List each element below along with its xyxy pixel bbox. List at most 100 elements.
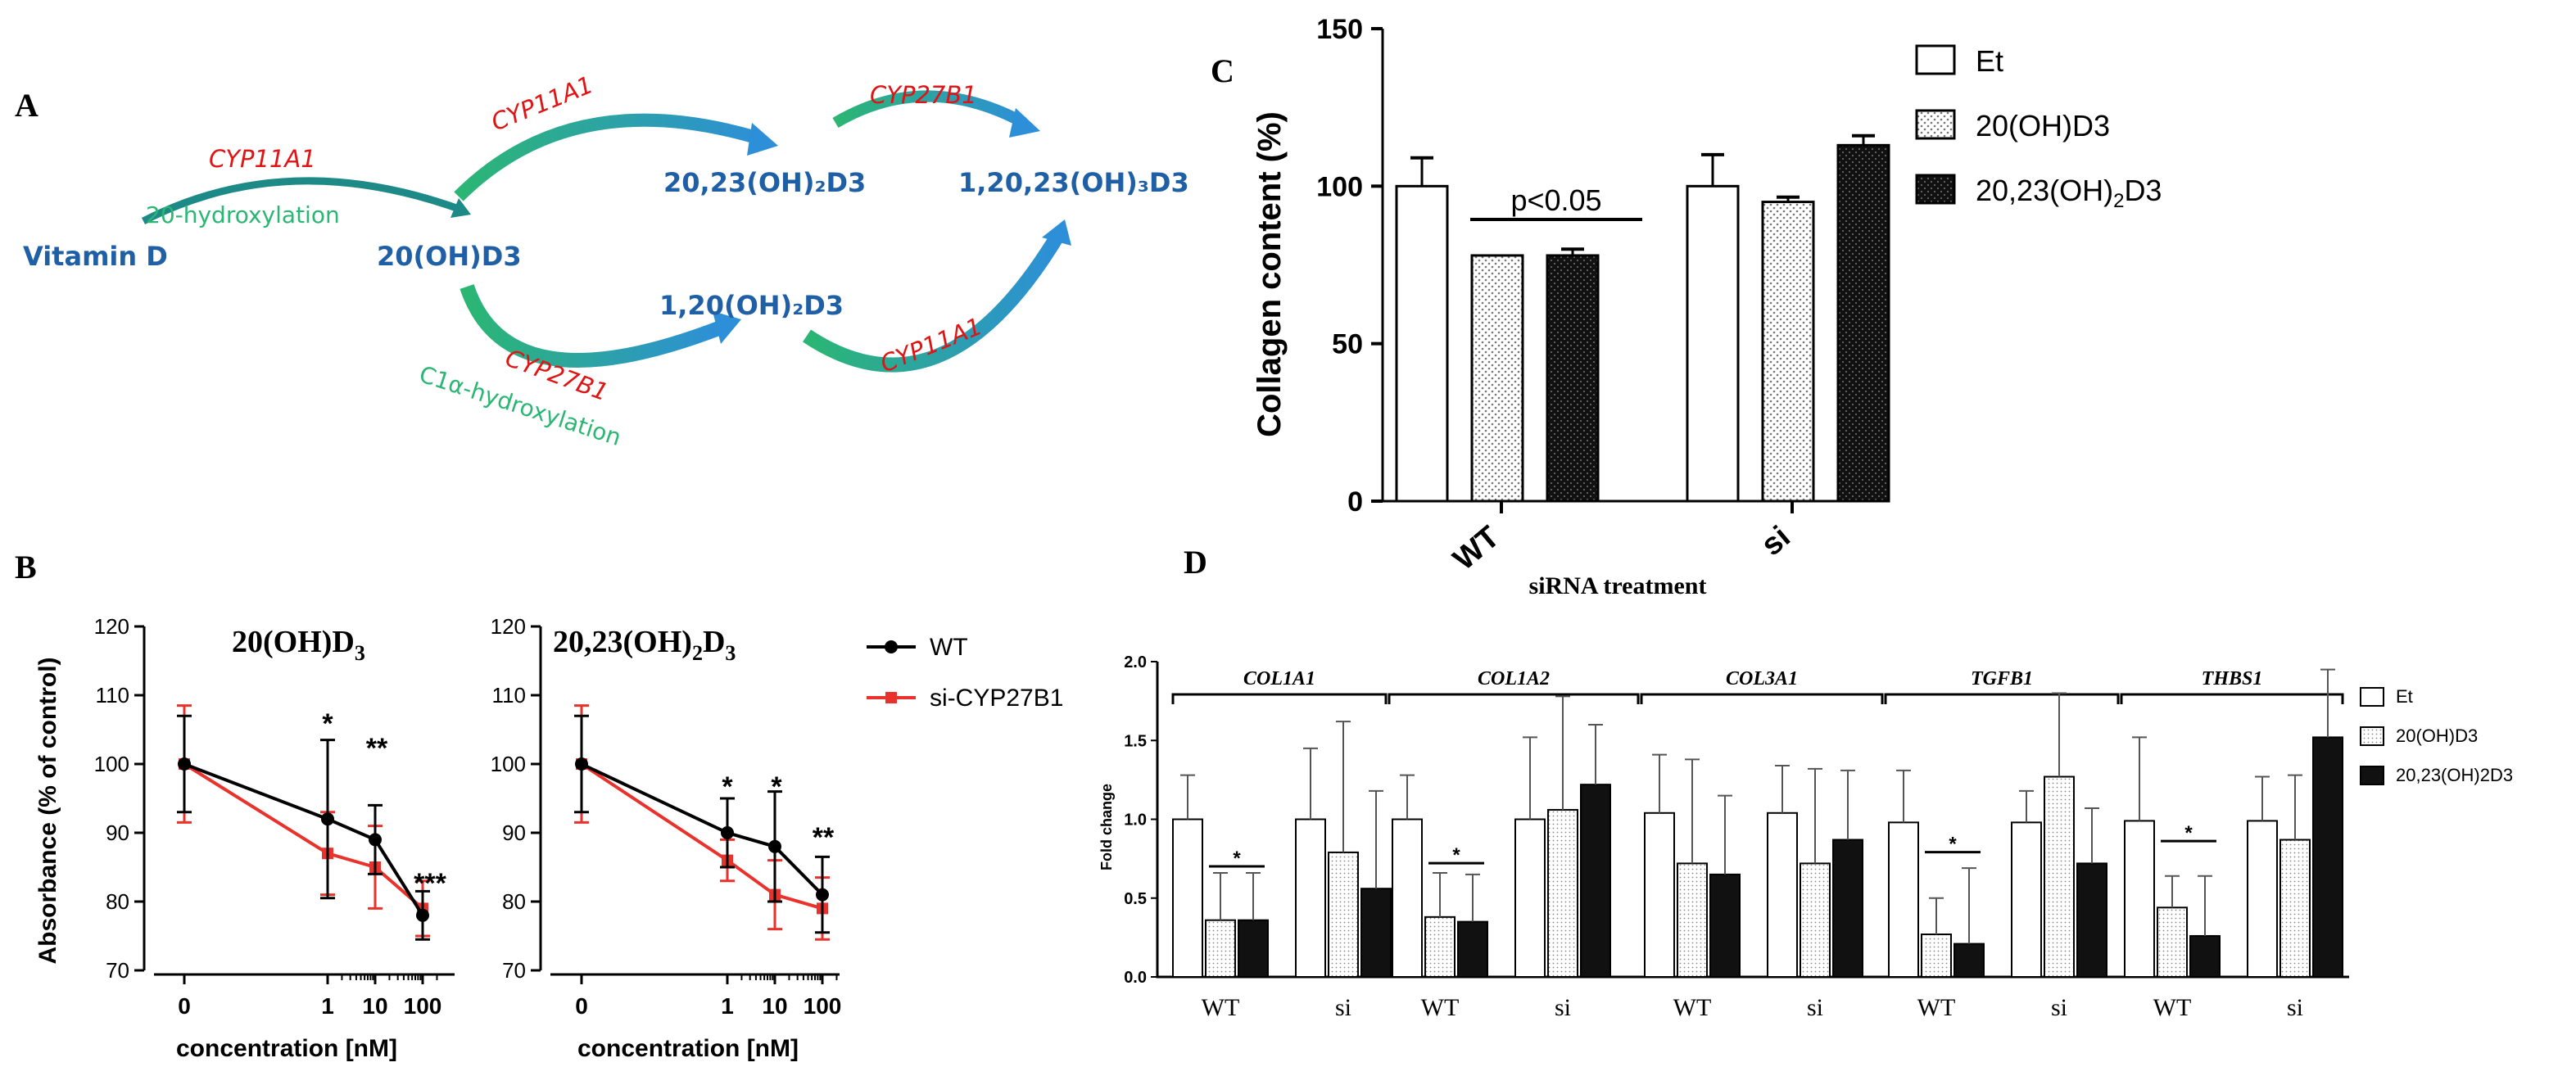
gene-label: COL3A1 xyxy=(1726,668,1798,689)
chart-b-right-axes xyxy=(539,626,840,976)
x-tick-label: 100 xyxy=(404,993,442,1019)
chart-b-left-x-ticks: 0 1 10 100 xyxy=(178,974,441,1019)
legend-wt-label: WT xyxy=(930,634,968,661)
y-tick-label: 2.0 xyxy=(1124,653,1147,671)
panel-a: A Vitamin D 20(OH)D3 20,23(OH)₂D3 1,20,2… xyxy=(15,70,1189,451)
gene-label: TGFB1 xyxy=(1971,668,2033,689)
legend-c-20oh-swatch xyxy=(1915,109,1956,140)
bar-COL3A1-si-1 xyxy=(1800,862,1831,979)
reaction-20-hydroxylation: 20-hydroxylation xyxy=(146,201,340,228)
sig-star: * xyxy=(1949,834,1957,856)
arrow-20oh-to-120 xyxy=(460,284,724,368)
y-tick-label: 1.5 xyxy=(1124,732,1147,750)
bar-COL1A2-si-1 xyxy=(1547,808,1578,979)
bar-si-2 xyxy=(1836,143,1890,503)
bar-TGFB1-si-2 xyxy=(2076,862,2107,979)
arrow-2023-to-12023 xyxy=(832,90,1027,129)
arrow-head-2 xyxy=(747,123,778,156)
bar-COL1A2-si-2 xyxy=(1580,784,1611,979)
chart-b-right-title: 20,23(OH)2D3 xyxy=(553,625,736,665)
x-tick-label: si xyxy=(2051,994,2067,1021)
sig-star: * xyxy=(1233,848,1241,870)
bar-THBS1-si-2 xyxy=(2312,736,2343,979)
point-wt xyxy=(178,757,191,771)
x-tick-label: si xyxy=(1755,520,1797,563)
bar-WT-1 xyxy=(1470,254,1524,503)
bar-TGFB1-si-0 xyxy=(2011,821,2042,978)
bar-TGFB1-WT-1 xyxy=(1921,934,1952,979)
chart-b-right-annot-2: * xyxy=(771,771,782,802)
x-tick-label: WT xyxy=(1447,520,1506,577)
bar-COL1A1-WT-0 xyxy=(1172,818,1203,978)
y-tick-label: 1.0 xyxy=(1124,811,1147,830)
y-tick-label: 50 xyxy=(1332,329,1363,360)
panel-c-letter: C xyxy=(1211,52,1234,89)
sig-star: * xyxy=(2184,822,2193,844)
legend-si-marker xyxy=(885,692,897,703)
bar-COL1A2-WT-0 xyxy=(1392,818,1423,978)
y-tick-label: 0.0 xyxy=(1124,969,1147,987)
point-wt xyxy=(369,833,382,847)
chart-d-gene-brackets: COL1A1 COL1A2 COL3A1 TGFB1 THBS1 xyxy=(1171,668,2344,704)
chart-c-y-ticks: 0 50 100 150 xyxy=(1316,14,1383,518)
legend-si-label: si-CYP27B1 xyxy=(930,685,1063,712)
arrow-120-to-12023 xyxy=(803,233,1063,373)
x-tick-label: 0 xyxy=(575,993,588,1019)
point-wt xyxy=(768,839,781,853)
point-wt xyxy=(416,908,429,922)
arrow-head-1 xyxy=(450,198,471,218)
arrow-vitd-to-20oh xyxy=(141,177,460,225)
chart-b-ylabel: Absorbance (% of control) xyxy=(34,657,61,964)
bar-WT-0 xyxy=(1395,184,1449,503)
x-tick-label: WT xyxy=(1421,994,1460,1021)
chart-d-x-ticks: WT si WT si WT si WT si WT si xyxy=(1202,994,2303,1021)
y-tick-label: 120 xyxy=(491,614,526,639)
y-tick-label: 70 xyxy=(502,958,526,983)
panel-c: C Collagen content (%) 0 50 100 150 WT si si… xyxy=(1211,14,2162,599)
legend-d-2023oh-swatch xyxy=(2360,766,2384,785)
panel-d: D Fold change 0.00.51.01.52.0 COL1A1 COL1… xyxy=(1098,544,2513,1021)
point-wt xyxy=(575,757,588,771)
x-tick-label: si xyxy=(1555,994,1571,1021)
panel-d-letter: D xyxy=(1184,544,1207,581)
bar-COL1A2-WT-2 xyxy=(1457,920,1488,978)
chart-b-right-annot-3: ** xyxy=(813,822,835,853)
node-120oh2: 1,20(OH)₂D3 xyxy=(659,290,844,321)
bar-THBS1-si-1 xyxy=(2279,839,2311,979)
gene-bracket xyxy=(1884,693,2120,704)
node-20oh: 20(OH)D3 xyxy=(377,241,522,272)
chart-c-ylabel: Collagen content (%) xyxy=(1252,111,1288,437)
x-tick-label: 10 xyxy=(762,993,787,1019)
bar-WT-2 xyxy=(1546,254,1600,503)
y-tick-label: 120 xyxy=(94,614,129,639)
bar-COL3A1-WT-1 xyxy=(1677,862,1708,979)
y-tick-label: 150 xyxy=(1316,14,1363,45)
y-tick-label: 80 xyxy=(106,889,129,914)
chart-b-right-annot-1: * xyxy=(722,771,733,802)
y-tick-label: 90 xyxy=(502,821,526,845)
bar-TGFB1-WT-2 xyxy=(1954,943,1985,978)
x-tick-label: 1 xyxy=(321,993,334,1019)
gene-bracket xyxy=(1388,693,1640,704)
panel-b-letter: B xyxy=(15,549,37,585)
legend-c-20oh: 20(OH)D3 xyxy=(1976,109,2110,142)
series-line-wt xyxy=(183,762,424,916)
bar-COL1A1-WT-1 xyxy=(1205,919,1236,978)
chart-b-left-axes xyxy=(143,626,455,976)
chart-b-left-xlabel: concentration [nM] xyxy=(176,1035,397,1062)
legend-c-et-swatch xyxy=(1915,44,1956,75)
bar-COL3A1-WT-0 xyxy=(1644,811,1675,978)
panel-a-letter: A xyxy=(15,87,38,124)
bar-COL1A2-WT-1 xyxy=(1424,915,1456,978)
y-tick-label: 0 xyxy=(1347,486,1363,518)
node-vitamin-d: Vitamin D xyxy=(23,241,168,272)
y-tick-label: 100 xyxy=(94,752,129,776)
chart-d-ylabel: Fold change xyxy=(1098,784,1115,870)
chart-b-right-marks xyxy=(574,704,830,941)
series-line-si xyxy=(183,762,424,910)
point-wt xyxy=(721,826,734,839)
bar-COL3A1-WT-2 xyxy=(1709,873,1741,978)
y-tick-label: 110 xyxy=(96,683,129,708)
bar-THBS1-WT-2 xyxy=(2189,934,2221,978)
